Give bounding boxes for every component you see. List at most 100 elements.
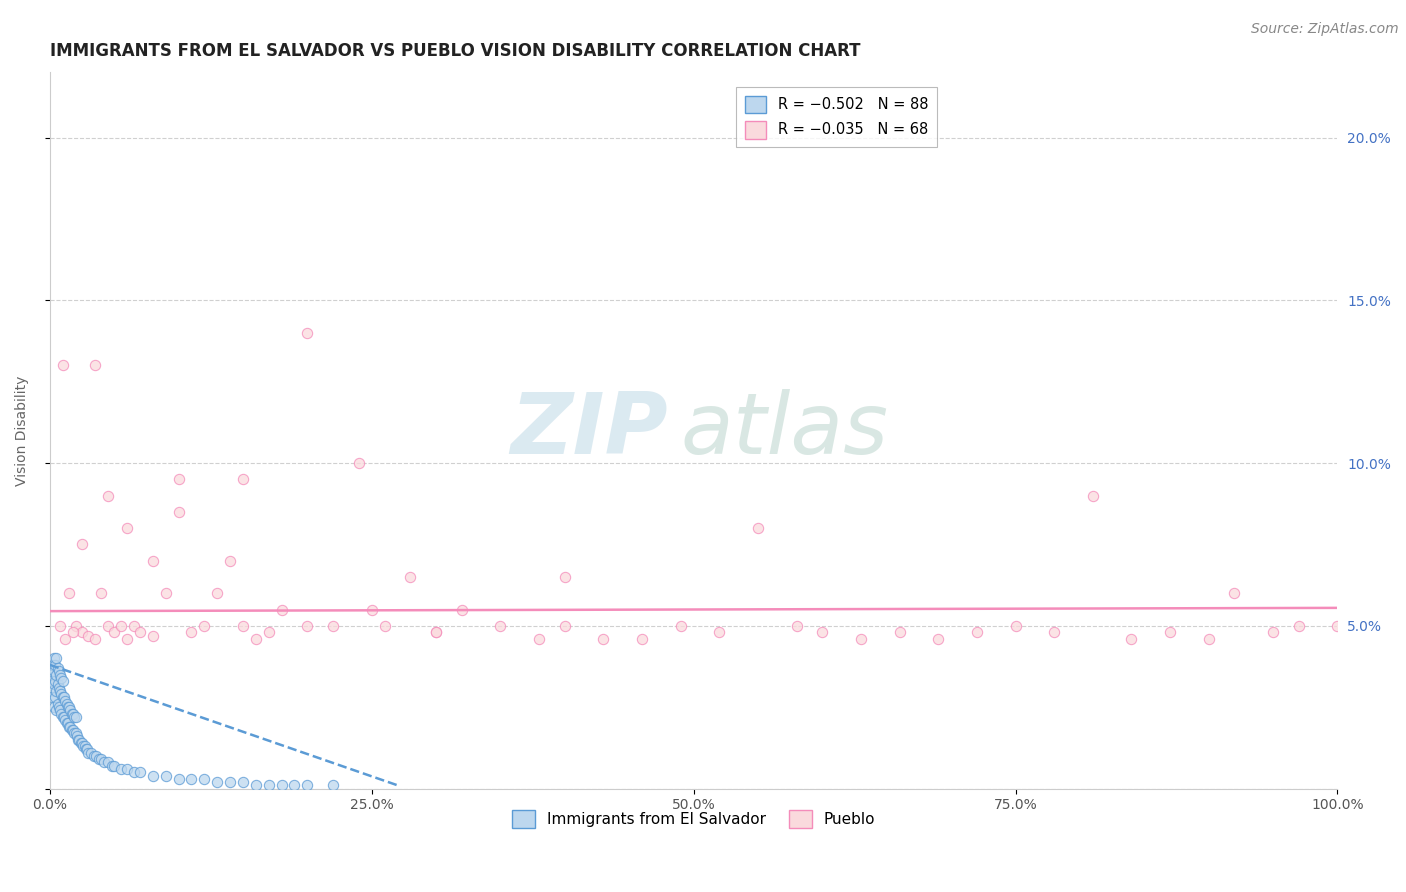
Point [41,690,63,705]
Point [297,619,319,633]
Point [58,586,80,600]
Point [90,752,112,766]
Point [65,726,87,740]
Point [80,746,103,760]
Point [232,619,254,633]
Point [44,690,66,705]
Point [129,625,152,640]
Point [93,756,115,770]
Point [374,619,396,633]
Point [45,684,67,698]
Point [489,619,512,633]
Point [180,625,202,640]
Point [67,732,90,747]
Point [55,697,77,711]
Point [322,619,344,633]
Point [70,625,93,640]
Point [110,619,132,633]
Point [100,758,122,772]
Point [245,778,267,792]
Point [83,749,105,764]
Point [849,632,872,646]
Point [115,521,138,535]
Point [73,739,96,754]
Point [97,489,120,503]
Text: Source: ZipAtlas.com: Source: ZipAtlas.com [1251,22,1399,37]
Point [155,586,177,600]
Point [97,619,120,633]
Point [270,602,292,616]
Point [41,657,63,672]
Point [58,720,80,734]
Point [49,667,72,681]
Point [56,700,79,714]
Point [232,775,254,789]
Point [39,684,62,698]
Point [270,778,292,792]
Point [48,665,70,679]
Point [232,472,254,486]
Point [205,775,228,789]
Point [1261,625,1284,640]
Point [48,700,70,714]
Point [245,632,267,646]
Text: IMMIGRANTS FROM EL SALVADOR VS PUEBLO VISION DISABILITY CORRELATION CHART: IMMIGRANTS FROM EL SALVADOR VS PUEBLO VI… [49,42,860,60]
Point [122,619,145,633]
Point [48,681,70,695]
Point [297,326,319,340]
Point [1081,489,1104,503]
Point [56,716,79,731]
Point [42,677,65,691]
Point [155,768,177,782]
Point [77,746,100,760]
Point [51,706,73,721]
Point [425,625,447,640]
Point [75,742,97,756]
Text: atlas: atlas [681,389,889,472]
Point [52,710,75,724]
Point [103,625,125,640]
Point [39,667,62,681]
Point [115,632,138,646]
Point [1159,625,1181,640]
Point [52,359,75,373]
Point [63,726,86,740]
Point [70,537,93,551]
Point [62,706,84,721]
Point [167,772,190,786]
Point [41,674,63,689]
Point [53,713,76,727]
Point [425,625,447,640]
Point [554,570,576,584]
Point [257,625,280,640]
Point [347,456,370,470]
Point [1198,632,1220,646]
Point [51,687,73,701]
Point [180,772,202,786]
Point [59,703,82,717]
Point [527,632,550,646]
Point [786,619,808,633]
Point [59,720,82,734]
Point [63,710,86,724]
Point [83,359,105,373]
Point [55,716,77,731]
Point [1043,625,1066,640]
Point [129,765,152,780]
Point [52,690,75,705]
Point [44,657,66,672]
Point [554,619,576,633]
Point [103,758,125,772]
Point [52,674,75,689]
Point [44,674,66,689]
Point [58,700,80,714]
Point [83,632,105,646]
Point [46,677,69,691]
Point [97,756,120,770]
Point [49,619,72,633]
Point [110,762,132,776]
Point [283,778,305,792]
Point [65,710,87,724]
Point [62,625,84,640]
Point [1288,619,1310,633]
